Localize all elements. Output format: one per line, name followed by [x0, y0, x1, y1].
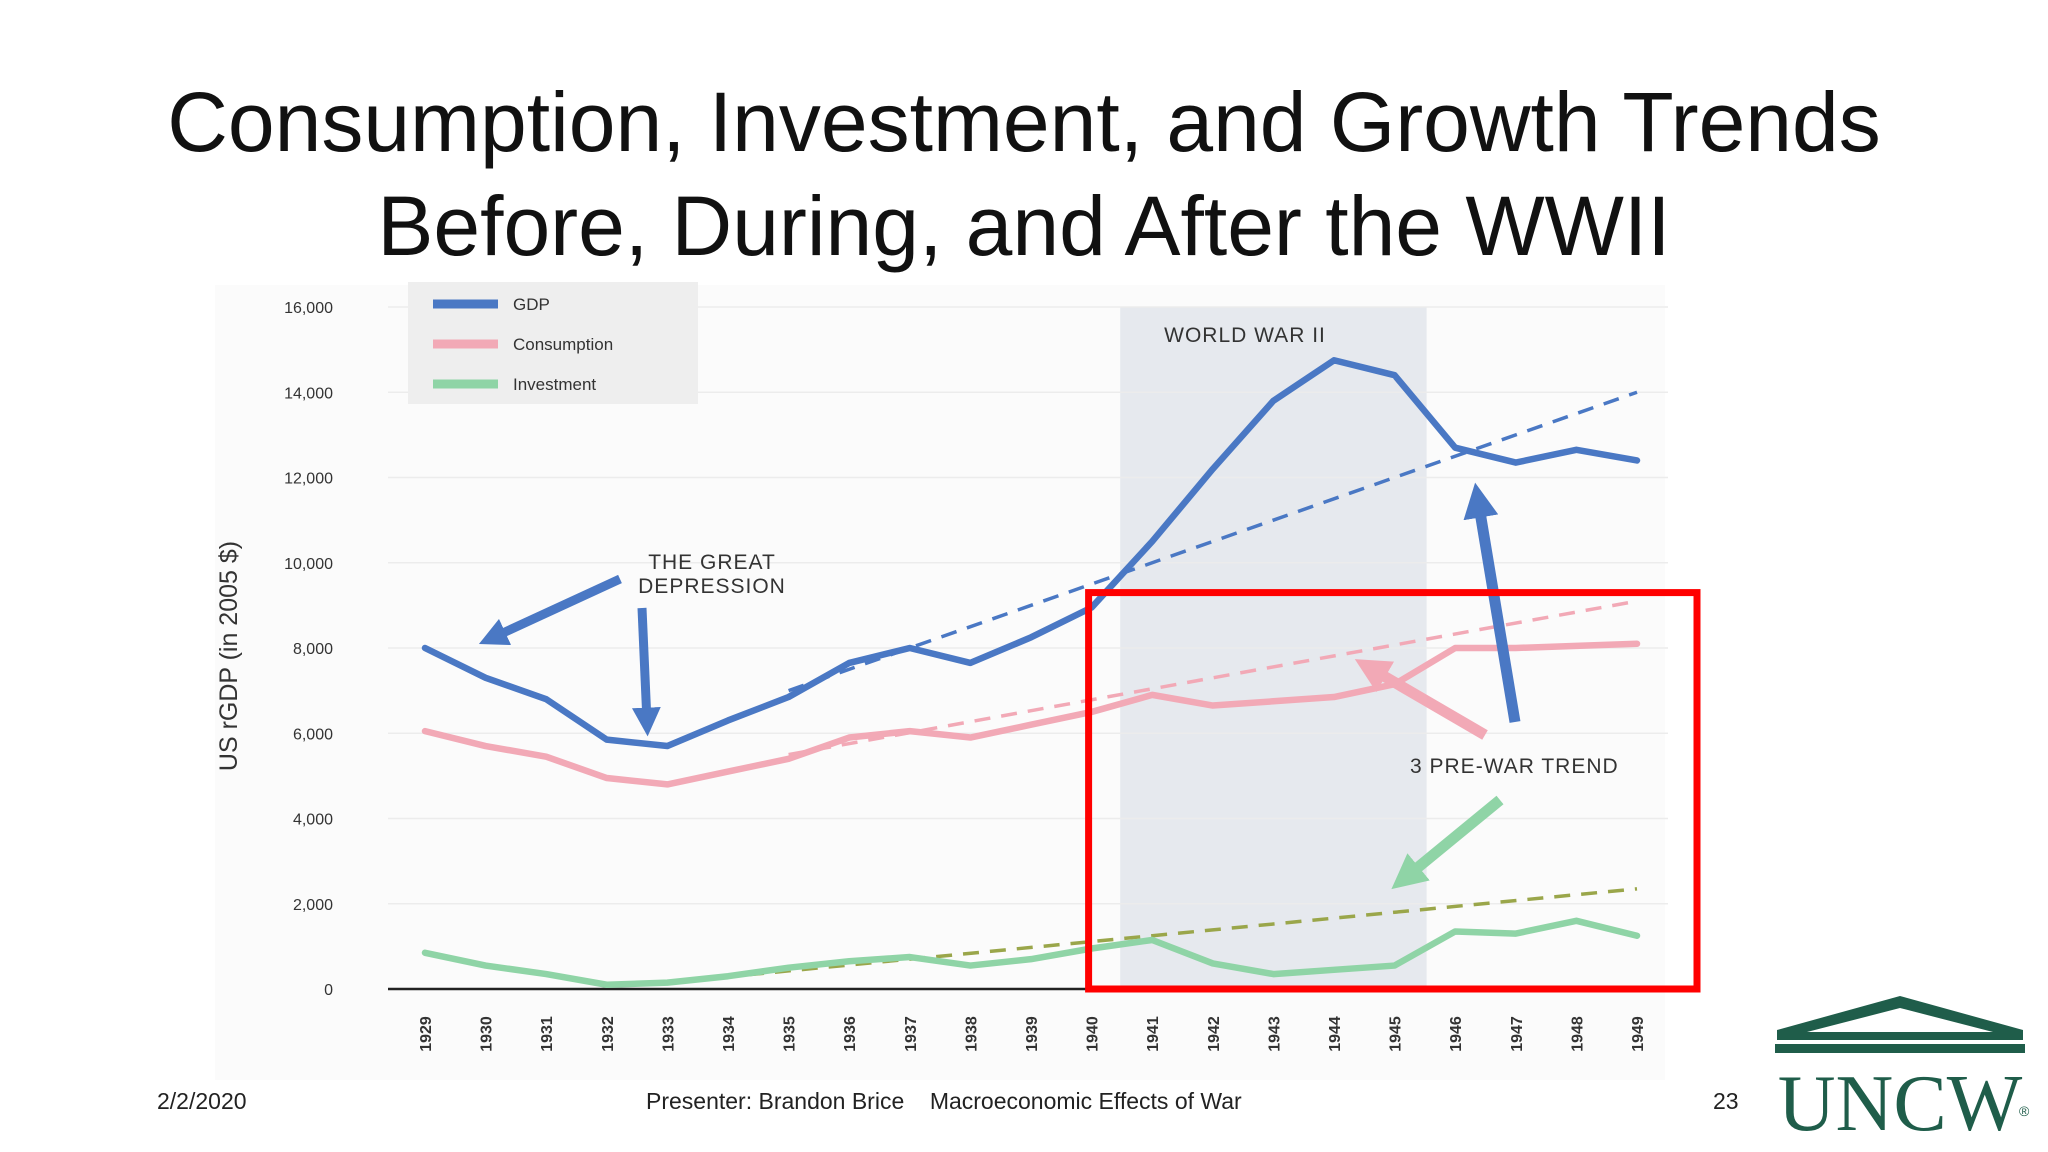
trend-arrow-investment — [1391, 795, 1504, 890]
legend: GDP Consumption Investment — [408, 282, 698, 404]
trend-arrow-gdp — [1463, 482, 1521, 723]
x-tick-label: 1947 — [1509, 1016, 1526, 1052]
y-tick-label: 8,000 — [293, 641, 333, 658]
y-axis-label: US rGDP (in 2005 $) — [215, 541, 243, 771]
x-tick-label: 1944 — [1327, 1016, 1344, 1052]
x-tick-label: 1937 — [903, 1016, 920, 1052]
x-tick-label: 1932 — [600, 1016, 617, 1052]
highlight-box — [1085, 589, 1701, 993]
y-tick-label: 0 — [324, 982, 333, 999]
y-tick-label: 6,000 — [293, 726, 333, 743]
series-line-consumption — [421, 640, 1641, 788]
x-tick-label: 1931 — [539, 1016, 556, 1052]
x-tick-label: 1934 — [721, 1016, 738, 1052]
x-tick-label: 1943 — [1266, 1016, 1283, 1052]
x-tick-label: 1930 — [479, 1016, 496, 1052]
x-tick-label: 1929 — [418, 1016, 435, 1052]
x-tick-label: 1948 — [1569, 1016, 1586, 1052]
pre-war-trend-label: 3 PRE-WAR TREND — [1410, 755, 1619, 778]
series-line-investment — [421, 917, 1641, 988]
depression-label-line-2: DEPRESSION — [638, 575, 786, 598]
y-tick-label: 16,000 — [284, 300, 333, 317]
y-tick-label: 12,000 — [284, 471, 333, 488]
series-line-gdp — [421, 357, 1641, 750]
x-tick-label: 1945 — [1388, 1016, 1405, 1052]
logo-wordmark: UNCW — [1778, 1060, 2023, 1147]
x-tick-label: 1949 — [1630, 1016, 1647, 1052]
depression-arrow-left — [478, 574, 622, 646]
y-tick-label: 4,000 — [293, 812, 333, 829]
trend-arrow-consumption — [1354, 659, 1488, 740]
legend-label-investment: Investment — [513, 375, 596, 394]
x-tick-label: 1933 — [660, 1016, 677, 1052]
depression-label-line-1: THE GREAT — [648, 551, 776, 574]
logo-pediment-icon — [1807, 1008, 1993, 1032]
depression-arrow-down — [631, 607, 661, 737]
x-tick-label: 1935 — [782, 1016, 799, 1052]
footer-page-number: 23 — [1713, 1088, 1739, 1114]
x-tick-label: 1939 — [1024, 1016, 1041, 1052]
wwii-region-label: WORLD WAR II — [1164, 324, 1326, 347]
trend-line-gdp — [788, 390, 1638, 693]
y-tick-label: 2,000 — [293, 897, 333, 914]
legend-label-consumption: Consumption — [513, 335, 613, 354]
trend-line-investment — [667, 887, 1638, 985]
x-tick-label: 1941 — [1145, 1016, 1162, 1052]
x-tick-label: 1936 — [842, 1016, 859, 1052]
footer-presenter-name: Presenter: Brandon Brice — [646, 1088, 905, 1114]
legend-label-gdp: GDP — [513, 295, 550, 314]
uncw-logo: UNCW ® — [1775, 996, 2030, 1147]
y-tick-label: 10,000 — [284, 556, 333, 573]
x-tick-label: 1946 — [1448, 1016, 1465, 1052]
footer-topic: Macroeconomic Effects of War — [929, 1088, 1242, 1114]
y-tick-label: 14,000 — [284, 385, 333, 402]
x-tick-label: 1940 — [1085, 1016, 1102, 1052]
logo-registered-icon: ® — [2019, 1103, 2030, 1119]
trend-line-consumption — [788, 599, 1638, 757]
slide-title: Consumption, Investment, and Growth Tren… — [0, 70, 2048, 278]
title-line-2: Before, During, and After the WWII — [377, 179, 1671, 273]
logo-architrave-icon — [1775, 1044, 2025, 1053]
footer-date: 2/2/2020 — [157, 1088, 247, 1114]
x-tick-label: 1938 — [963, 1016, 980, 1052]
footer-presenter: Presenter: Brandon Brice Macroeconomic E… — [646, 1088, 1242, 1115]
x-tick-label: 1942 — [1206, 1016, 1223, 1052]
title-line-1: Consumption, Investment, and Growth Tren… — [167, 75, 1881, 169]
